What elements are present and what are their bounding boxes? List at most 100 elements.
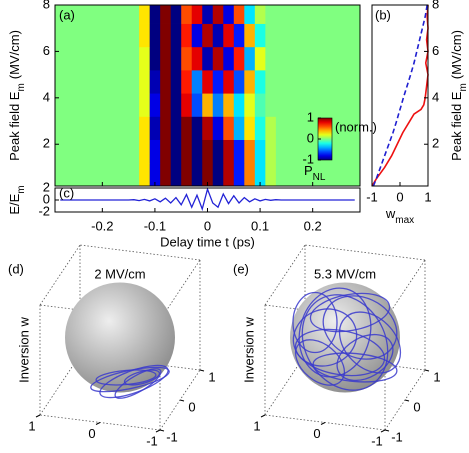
heat-cell [202,139,214,164]
heat-cell [160,139,172,164]
heat-cell [254,5,266,24]
heat-cell [107,23,119,48]
y-tick-label: -1 [166,429,178,444]
heat-cell [349,69,361,94]
heat-cell [191,23,203,48]
heat-cell [223,162,235,187]
heat-cell [97,69,108,94]
heat-cell [328,139,340,164]
heat-cell [349,139,361,164]
heat-cell [170,69,182,94]
heat-cell [233,139,245,164]
heat-cell [86,93,98,117]
y-tick-label: 2 [43,136,50,151]
panel-title: 5.3 MV/cm [314,266,376,281]
x-tick-label: -1 [146,433,158,448]
trajectory [292,308,358,367]
heat-cell [181,116,193,140]
heat-cell [97,46,108,71]
heat-cell [86,23,98,48]
x-tick-label: 0.2 [304,218,322,233]
heat-cell [338,46,350,71]
y-axis-label: Peak field Em (MV/cm) [7,30,27,161]
x-tick [155,429,161,433]
heat-cell [149,116,161,140]
heat-cell [107,139,119,164]
label-part: w [385,206,396,221]
heat-cell [307,69,319,94]
subscript: NL [313,172,326,183]
heat-cell [233,46,245,71]
heat-cell [170,23,182,48]
heat-cell [149,139,161,164]
heat-cell [223,5,235,24]
heat-cell [191,5,203,24]
heat-cell [55,116,66,140]
heat-cell [55,139,66,164]
heat-cell [55,23,66,48]
heat-cell [65,93,77,117]
trajectory [123,369,161,386]
heat-cell [97,5,108,24]
x-tick-label: 0 [396,189,403,204]
y-tick-label: 6 [43,43,50,58]
heat-cell [202,5,214,24]
panel-label: (a) [59,7,75,22]
heat-cell [307,5,319,24]
trajectory [301,294,389,391]
heat-cell [265,139,277,164]
heat-cell [160,116,172,140]
z-axis-label: Inversion w [241,317,256,383]
heat-cell [307,162,319,187]
label-part: (MV/cm) [7,30,22,79]
heat-cell [296,5,308,24]
heat-cell [139,139,151,164]
heat-cell [349,116,361,140]
heat-cell [244,93,256,117]
heat-cell [317,93,329,117]
heat-cell [223,23,235,48]
heat-cell [328,46,340,71]
label-part: P [304,163,313,178]
heat-cell [296,46,308,71]
heat-cell [160,46,172,71]
heat-cell [149,93,161,117]
x-tick-label: 1 [424,189,431,204]
heat-cell [118,5,130,24]
heat-cell [160,93,172,117]
y-tick-label: 2 [432,136,439,151]
subscript: m [16,83,27,91]
heat-cell [244,162,256,187]
heat-cell [160,5,172,24]
y-tick-label: 6 [432,43,439,58]
heat-cell [191,46,203,71]
heat-cell [296,69,308,94]
y-tick-label: 2 [43,179,50,194]
heat-cell [286,5,298,24]
heat-cell [149,23,161,48]
heat-cell [254,139,266,164]
y-tick-label: 8 [43,0,50,11]
heat-cell [65,69,77,94]
heat-cell [118,23,130,48]
heat-cell [286,93,298,117]
panel-label: (e) [233,261,249,276]
heat-cell [328,69,340,94]
heat-cell [212,162,224,187]
heat-cell [128,5,140,24]
heat-cell [275,23,287,48]
y-axis-label: E/Em [7,185,27,214]
heat-cell [202,116,214,140]
heat-cell [254,46,266,71]
box-edge [79,244,201,261]
box-edge [159,259,201,321]
heat-cell [317,46,329,71]
trajectory [338,311,402,374]
series-line [372,4,428,187]
trajectory [298,287,372,378]
heat-cell [76,139,87,164]
heat-cell [139,162,151,187]
heat-cell [97,162,108,187]
heat-cell [65,5,77,24]
